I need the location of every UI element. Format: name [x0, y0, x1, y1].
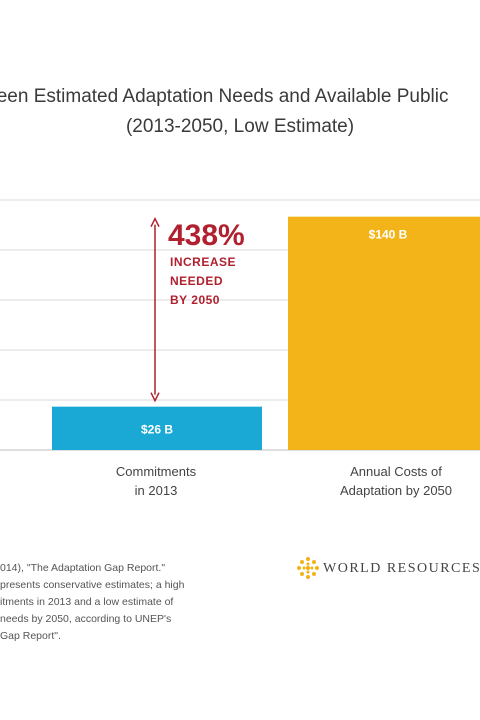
category-label-line: in 2013 [134, 483, 178, 498]
arrow-head-down [150, 392, 160, 403]
bar [52, 406, 262, 450]
category-label-line: Annual Costs of [350, 464, 442, 479]
category-label-commitments: Commitments in 2013 [76, 462, 236, 500]
source-line: itments in 2013 and a low estimate of [0, 596, 174, 608]
chart-title-line1: ween Estimated Adaptation Needs and Avai… [0, 86, 449, 107]
category-label-line: Commitments [115, 464, 197, 479]
source-note: 014), "The Adaptation Gap Report." prese… [0, 560, 240, 645]
source-line: 014), "The Adaptation Gap Report." [0, 562, 166, 574]
source-line: presents conservative estimates; a high [0, 579, 185, 591]
arrow-head-up [150, 216, 160, 228]
bar-value-label: $140 B [369, 228, 408, 242]
increase-caption-line: NEEDED [170, 274, 223, 288]
category-label-annual-costs: Annual Costs of Adaptation by 2050 [316, 462, 476, 500]
source-line: needs by 2050, according to UNEP's [0, 613, 172, 625]
wri-logo-icon [297, 557, 319, 579]
wri-logo-text: WORLD RESOURCES [323, 561, 480, 576]
bar-value-label: $26 B [141, 422, 173, 436]
bar [288, 216, 480, 450]
increase-percent: 438% [168, 219, 245, 252]
increase-caption-line: BY 2050 [170, 293, 220, 307]
increase-annotation: 438% INCREASE NEEDED BY 2050 [168, 219, 245, 307]
chart-title-line2: (2013-2050, Low Estimate) [125, 116, 355, 137]
category-label-line: Adaptation by 2050 [339, 483, 453, 498]
increase-arrow [150, 216, 160, 403]
increase-caption-line: INCREASE [170, 255, 236, 269]
bars: $26 B $140 B [52, 216, 480, 450]
source-line: Gap Report". [0, 630, 61, 642]
